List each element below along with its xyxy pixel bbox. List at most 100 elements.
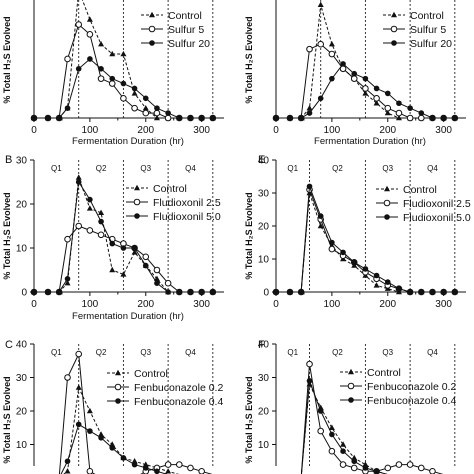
data-point <box>109 266 116 273</box>
data-point <box>64 235 71 243</box>
legend-label: Fenbuconazole 0.4 <box>367 395 456 407</box>
data-point <box>176 115 183 121</box>
data-point <box>328 447 336 455</box>
data-point <box>165 289 171 295</box>
data-point <box>348 397 354 403</box>
data-point <box>64 55 71 63</box>
data-point <box>134 213 140 219</box>
data-point <box>384 279 391 285</box>
data-point <box>317 408 324 414</box>
data-point <box>131 85 138 92</box>
data-point <box>164 114 172 122</box>
quartile-label: Q3 <box>382 348 393 357</box>
data-point <box>154 280 160 287</box>
data-point <box>339 461 347 468</box>
data-point <box>75 350 83 358</box>
data-point <box>373 282 380 288</box>
data-point <box>328 424 335 430</box>
legend-label: Fenbuconazole 0.4 <box>134 396 223 408</box>
data-point <box>340 441 347 447</box>
data-point <box>373 272 380 279</box>
data-point <box>306 110 313 116</box>
y-tick-label: 20 <box>258 407 270 418</box>
data-point <box>133 198 141 206</box>
y-tick-label: 30 <box>16 373 28 384</box>
data-point <box>75 222 83 230</box>
data-point <box>131 90 138 96</box>
y-tick-label: 20 <box>16 200 28 211</box>
legend-label: Control <box>403 184 437 196</box>
data-point <box>86 227 94 234</box>
x-tick-label: 300 <box>435 125 452 136</box>
panel-f: Q1 Q2 Q3 Q4 10 20 30 40 % Total H₂S Evolved F Cont… <box>244 339 456 474</box>
data-point <box>131 249 138 255</box>
legend-label: Fludioxonil 2.5 <box>153 197 221 209</box>
x-axis-title: Fermentation Duration (hr) <box>314 136 426 147</box>
data-point <box>115 369 121 376</box>
data-point <box>306 360 313 368</box>
x-tick-label: 0 <box>31 299 37 310</box>
data-point <box>87 196 93 203</box>
data-point <box>351 259 358 266</box>
y-axis-title: % Total H₂S Evolved <box>2 192 12 279</box>
data-point <box>440 289 447 295</box>
data-point <box>120 271 127 277</box>
data-point <box>187 289 194 295</box>
data-point <box>115 398 121 404</box>
quartile-label: Q3 <box>140 348 151 357</box>
data-point <box>373 100 380 106</box>
data-point <box>45 115 51 121</box>
data-point <box>452 289 458 295</box>
panel-d: 0 100 200 300 Fermentation Duration (hr) % To… <box>244 0 466 147</box>
legend-label: Control <box>367 367 401 379</box>
data-point <box>142 104 149 111</box>
data-point <box>75 384 82 390</box>
y-tick-label: 0 <box>263 288 269 299</box>
data-point <box>75 21 83 28</box>
data-point <box>384 185 390 192</box>
data-point <box>120 245 127 251</box>
data-point <box>131 245 138 251</box>
quartile-label: Q2 <box>96 164 107 173</box>
data-point <box>109 240 116 247</box>
data-point <box>109 75 116 82</box>
data-point <box>86 31 94 38</box>
data-point <box>165 468 172 474</box>
data-point <box>317 213 324 219</box>
data-point <box>429 115 436 121</box>
panel-letter: B <box>5 154 12 166</box>
quartile-label: Q4 <box>185 164 196 173</box>
data-point <box>98 218 104 225</box>
data-point <box>64 458 71 465</box>
data-point <box>417 114 425 122</box>
data-point <box>273 289 279 295</box>
data-point <box>350 75 358 82</box>
y-tick-label: 40 <box>258 156 270 167</box>
panel-c: Q1 Q2 Q3 Q4 10 20 30 40 % Total H₂S Evolved C Cont… <box>2 339 223 474</box>
legend-label: Fludioxonil 5.0 <box>403 212 471 224</box>
data-point <box>154 468 160 474</box>
panel-letter: F <box>258 339 265 351</box>
data-point <box>317 95 324 102</box>
data-point <box>329 75 335 82</box>
data-point <box>452 115 458 121</box>
data-point <box>98 431 105 437</box>
data-point <box>347 382 355 390</box>
data-point <box>164 279 172 287</box>
data-point <box>373 468 380 474</box>
data-point <box>45 289 51 295</box>
data-point <box>383 199 391 207</box>
legend-label: Fludioxonil 2.5 <box>403 198 471 210</box>
data-point <box>198 289 205 295</box>
data-point <box>406 461 414 468</box>
data-point <box>75 174 82 180</box>
data-point <box>75 66 82 72</box>
x-tick-label: 0 <box>273 299 279 310</box>
data-point <box>87 428 93 434</box>
series-path <box>58 352 213 474</box>
data-point <box>198 115 205 121</box>
data-point <box>390 25 398 33</box>
y-axis-title: % Total H₂S Evolved <box>244 376 254 463</box>
data-point <box>317 404 324 410</box>
